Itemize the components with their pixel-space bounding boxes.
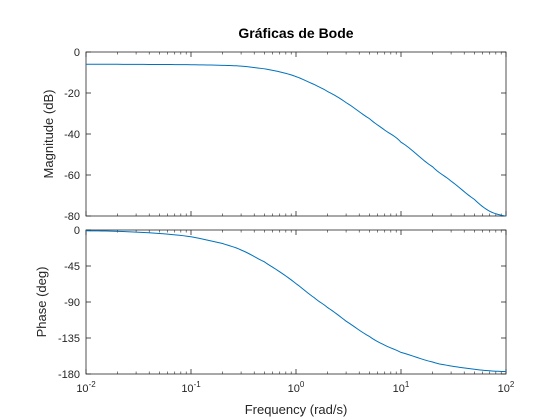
phase-y-tick-label: 0 [74, 225, 80, 237]
phase-plot-area [85, 229, 507, 375]
phase-axes: 0 -45 -90 -135 -180 Phase (deg) [34, 225, 507, 381]
x-tick-label: 10-1 [181, 380, 201, 395]
magnitude-y-tick-label: -40 [64, 129, 80, 141]
magnitude-y-tick-label: 0 [74, 47, 80, 59]
phase-ticks: 0 -45 -90 -135 -180 [58, 225, 507, 381]
magnitude-y-tick-label: -20 [64, 88, 80, 100]
x-tick-label: 10-2 [76, 380, 96, 395]
x-axis-label: Frequency (rad/s) [245, 402, 348, 417]
phase-y-tick-label: -135 [58, 333, 80, 345]
chart-title: Gráficas de Bode [238, 25, 353, 41]
magnitude-y-axis-label: Magnitude (dB) [41, 90, 56, 179]
magnitude-y-tick-label: -80 [64, 211, 80, 223]
phase-y-tick-label: -90 [64, 297, 80, 309]
x-tick-labels: 10-2 10-1 100 101 102 [76, 380, 515, 395]
phase-series-line [85, 230, 507, 373]
x-tick-label: 101 [393, 380, 410, 395]
magnitude-plot-area [85, 51, 507, 217]
phase-y-axis-label: Phase (deg) [34, 267, 49, 338]
phase-y-tick-label: -180 [58, 369, 80, 381]
magnitude-ticks: 0 -20 -40 -60 -80 [64, 47, 507, 223]
magnitude-y-tick-label: -60 [64, 170, 80, 182]
x-tick-label: 100 [288, 380, 305, 395]
phase-y-tick-label: -45 [64, 261, 80, 273]
magnitude-series-line [86, 63, 507, 217]
magnitude-axes: 0 -20 -40 -60 -80 Magnitude (dB) [41, 47, 507, 223]
x-tick-label: 102 [498, 380, 515, 395]
